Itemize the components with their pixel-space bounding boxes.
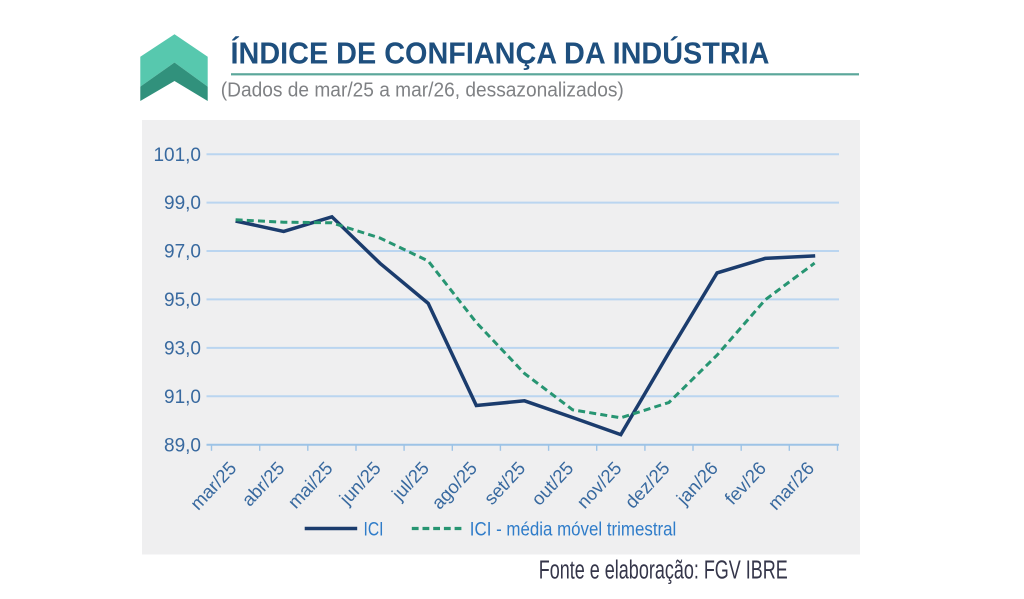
- svg-text:99,0: 99,0: [164, 193, 201, 214]
- svg-text:(Dados de mar/25 a mar/26, des: (Dados de mar/25 a mar/26, dessazonaliza…: [221, 80, 624, 102]
- svg-text:95,0: 95,0: [164, 290, 201, 311]
- svg-text:89,0: 89,0: [164, 435, 201, 456]
- svg-text:Fonte e elaboração: FGV IBRE: Fonte e elaboração: FGV IBRE: [539, 557, 788, 585]
- svg-text:ÍNDICE DE CONFIANÇA DA INDÚSTR: ÍNDICE DE CONFIANÇA DA INDÚSTRIA: [231, 35, 770, 71]
- svg-text:ICI - média móvel trimestral: ICI - média móvel trimestral: [470, 520, 677, 541]
- svg-text:101,0: 101,0: [153, 145, 201, 166]
- svg-text:ICI: ICI: [364, 520, 384, 541]
- svg-text:93,0: 93,0: [164, 339, 201, 360]
- svg-text:91,0: 91,0: [164, 387, 201, 408]
- svg-text:97,0: 97,0: [164, 242, 201, 263]
